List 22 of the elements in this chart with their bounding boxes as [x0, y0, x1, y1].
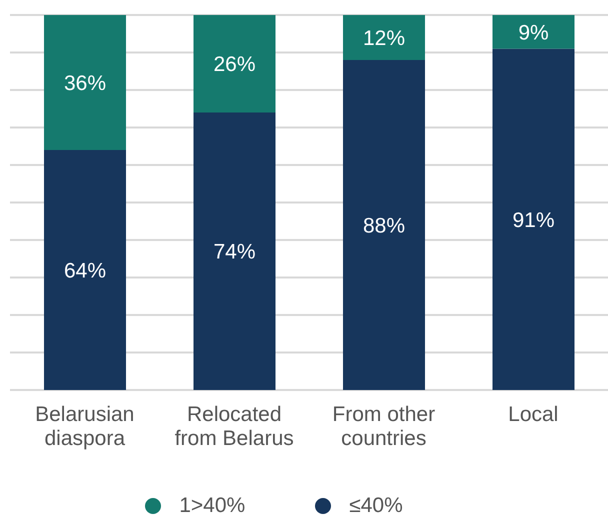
data-label: 74%	[213, 240, 256, 264]
data-label: 9%	[518, 21, 549, 44]
x-tick-label: Belarusian diaspora	[35, 402, 134, 450]
bar	[194, 15, 276, 112]
bar	[492, 48, 574, 390]
bar	[194, 112, 276, 390]
x-tick-label: Local	[508, 402, 558, 426]
bar	[492, 15, 574, 49]
data-label: 91%	[512, 208, 555, 232]
bar	[44, 150, 126, 390]
data-label: 64%	[64, 259, 106, 282]
legend-label: ≤40%	[349, 494, 403, 517]
x-tick-label: Relocated from Belarus	[174, 402, 294, 450]
data-label: 36%	[64, 72, 106, 95]
data-label: 12%	[362, 26, 406, 50]
data-label: 26%	[213, 53, 256, 76]
bar	[343, 15, 425, 60]
legend-label: 1>40%	[179, 494, 246, 517]
bar	[44, 15, 126, 150]
bar	[343, 60, 425, 390]
x-tick-label: From other countries	[332, 402, 436, 450]
data-label: 88%	[362, 214, 406, 238]
